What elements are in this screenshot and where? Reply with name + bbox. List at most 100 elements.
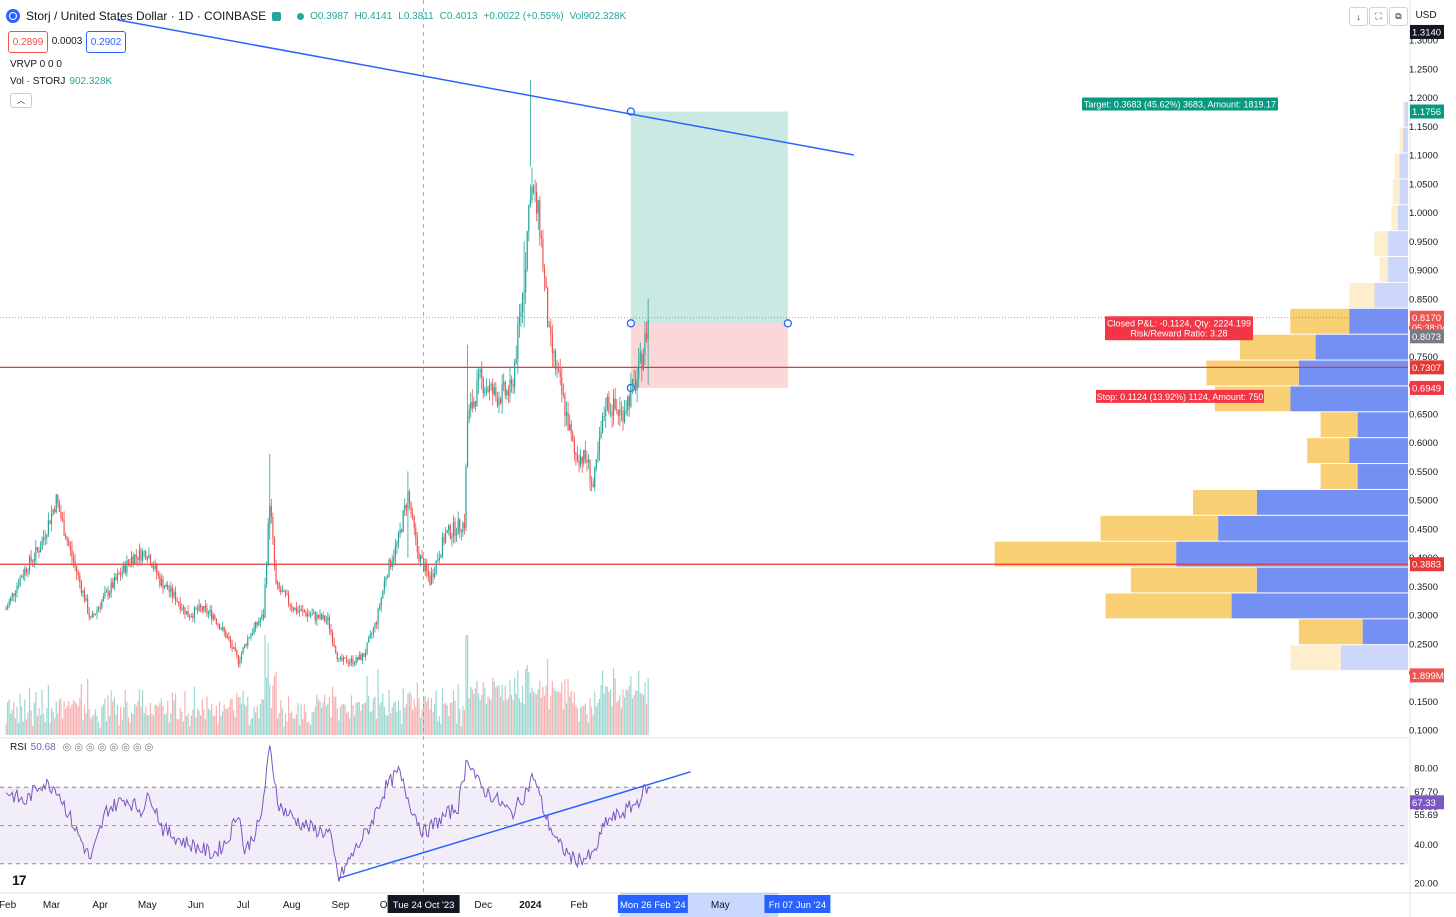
volume-bar	[291, 711, 293, 735]
volume-bar	[514, 677, 516, 735]
volume-bar	[69, 707, 71, 735]
crosshair-date-badge	[387, 895, 460, 913]
volume-bar	[363, 703, 365, 735]
candle-body	[314, 612, 316, 621]
volume-bar	[423, 698, 425, 735]
volume-bar	[184, 691, 186, 735]
candle-body	[247, 637, 249, 646]
volume-bar	[320, 707, 323, 735]
volume-bar	[515, 694, 517, 735]
volume-bar	[611, 705, 613, 735]
candle-body	[212, 615, 214, 620]
volume-bar	[581, 706, 583, 735]
volume-bar	[38, 708, 40, 735]
scroll-down-button[interactable]: ↓	[1349, 7, 1368, 26]
volume-bar	[477, 693, 480, 735]
candle-body	[368, 638, 370, 643]
volume-bar	[630, 676, 632, 735]
volume-bar	[394, 701, 396, 735]
collapse-legend-button[interactable]: ︿	[10, 93, 32, 108]
candle-body	[138, 549, 141, 560]
candle-body	[468, 409, 470, 420]
candle-body	[639, 353, 641, 361]
volume-bar	[445, 702, 447, 735]
candle-body	[127, 560, 130, 563]
range-end-badge	[764, 895, 831, 913]
candle-body	[74, 561, 76, 567]
volume-bar	[374, 696, 376, 735]
volume-bar	[498, 685, 500, 735]
volume-bar	[594, 691, 596, 735]
candle-body	[313, 612, 315, 615]
volume-bar	[123, 706, 125, 735]
candle-body	[630, 385, 632, 407]
candle-body	[96, 609, 98, 614]
candle-body	[476, 380, 478, 406]
volume-bar	[396, 712, 398, 735]
candle-body	[611, 411, 613, 416]
candle-body	[115, 577, 117, 580]
volume-bar	[412, 710, 414, 735]
price-tick-label: 0.3000	[1409, 611, 1438, 622]
volume-bar	[339, 706, 342, 735]
candle-body	[614, 398, 616, 409]
candle-body	[388, 559, 390, 577]
candle-body	[405, 505, 407, 509]
currency-selector[interactable]: USD	[1415, 10, 1437, 21]
rsi-legend-label: RSI	[10, 742, 27, 753]
volume-bar	[623, 697, 626, 735]
sell-price-button[interactable]: 0.2899	[8, 31, 48, 53]
candle-body	[454, 522, 456, 537]
rsi-legend[interactable]: RSI 50.68 ◎◎◎◎◎◎◎◎	[10, 742, 156, 753]
volume-bar	[360, 711, 362, 735]
candle-body	[79, 575, 81, 583]
volume-bar	[277, 718, 279, 735]
candle-body	[402, 511, 404, 532]
volume-bar	[50, 707, 53, 735]
fullscreen-button[interactable]: ⛶	[1369, 7, 1388, 26]
rsi-tick-label: 40.00	[1414, 840, 1438, 851]
price-badge	[1410, 329, 1444, 344]
volume-bar	[591, 706, 593, 735]
volume-bar	[255, 712, 257, 735]
candle-body	[294, 607, 296, 611]
candle-body	[335, 646, 337, 654]
volume-profile-bar-down	[1362, 619, 1408, 645]
candle-body	[308, 613, 310, 616]
flag-icon[interactable]	[272, 11, 282, 21]
volume-bar	[5, 723, 7, 735]
symbol-title[interactable]: Storj / United States Dollar · 1D · COIN…	[26, 9, 267, 23]
volume-profile-bar-up	[1130, 567, 1257, 593]
buy-price-button[interactable]: 0.2902	[86, 31, 126, 53]
volume-bar	[368, 695, 370, 735]
candle-body	[306, 613, 309, 617]
volume-bar	[154, 704, 156, 735]
volume-bar	[316, 694, 318, 735]
volume-bar	[576, 708, 579, 735]
stop-label-box	[1096, 389, 1264, 403]
price-tick-label: 0.9000	[1409, 266, 1438, 277]
candle-body	[416, 537, 418, 553]
candle-body	[102, 596, 104, 601]
rsi-settings-icons[interactable]: ◎◎◎◎◎◎◎◎	[62, 742, 157, 753]
vrvp-legend[interactable]: VRVP 0 0 0	[10, 59, 62, 70]
snapshot-button[interactable]: ⧉	[1389, 7, 1408, 26]
candle-body	[137, 556, 139, 560]
candle-body	[145, 551, 147, 560]
volume-bar	[93, 714, 95, 735]
volume-bar	[558, 692, 560, 735]
price-tick-label: 0.4500	[1409, 524, 1438, 535]
volume-legend[interactable]: Vol · STORJ 902.328K	[10, 76, 112, 87]
volume-bar	[584, 703, 586, 735]
volume-profile-bar-up	[1100, 515, 1219, 541]
rsi-badge	[1410, 795, 1444, 810]
candle-body	[589, 459, 591, 482]
candle-body	[485, 388, 488, 391]
volume-bar	[112, 701, 114, 735]
volume-bar	[264, 635, 266, 735]
price-badge	[1410, 380, 1444, 395]
candle-body	[539, 200, 541, 237]
candle-body	[576, 455, 579, 461]
rsi-badge-label: 67.70	[1414, 787, 1438, 798]
